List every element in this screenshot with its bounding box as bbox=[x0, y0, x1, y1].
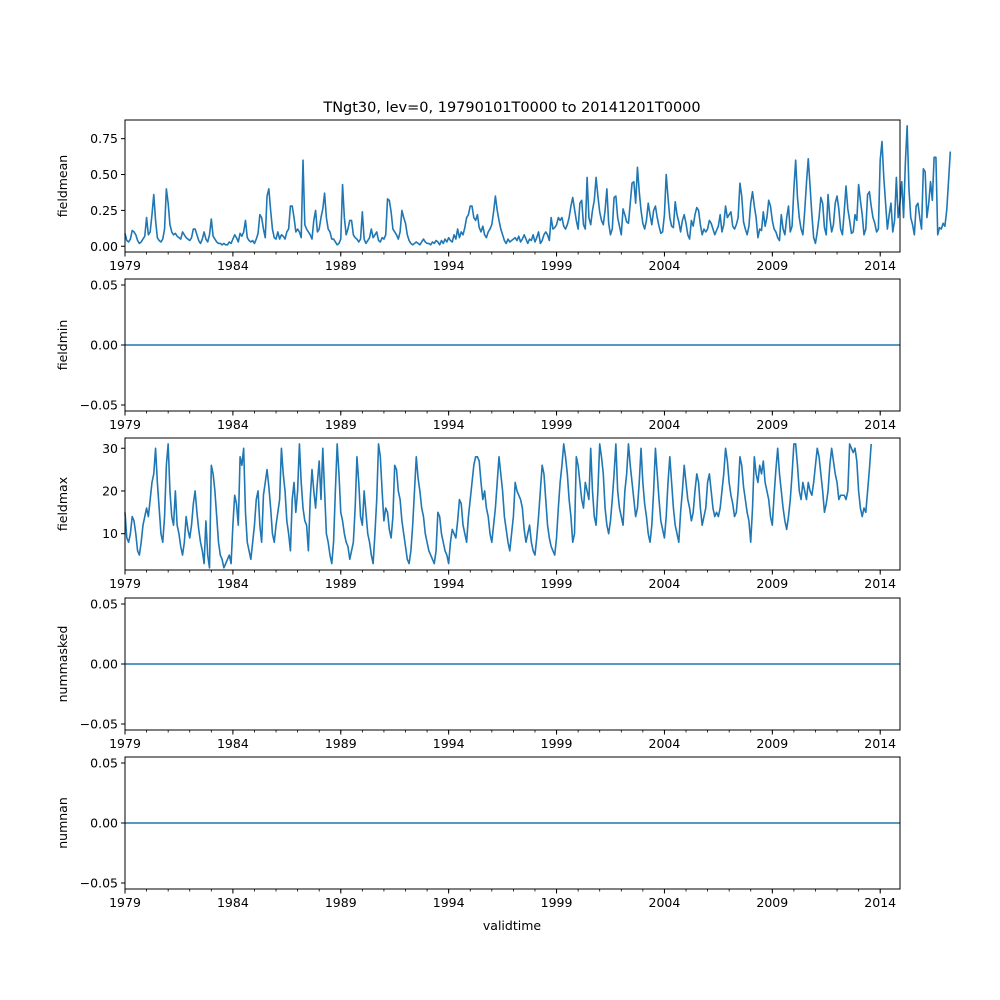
nummasked-x-tick-label: 2009 bbox=[756, 736, 788, 751]
fieldmax-y-tick-label: 30 bbox=[102, 441, 118, 456]
fieldmax-y-tick-label: 10 bbox=[102, 526, 118, 541]
fieldmax-x-tick-label: 2014 bbox=[864, 576, 896, 591]
nummasked-x-tick-label: 2004 bbox=[649, 736, 681, 751]
numnan-x-tick-label: 1999 bbox=[541, 895, 573, 910]
fieldmin-x-tick-label: 2014 bbox=[864, 417, 896, 432]
fieldmax-panel: 10 20 30 1979 1984 1989 1994 1999 2004 2009 2014 fi… bbox=[55, 437, 901, 591]
fieldmean-y-tick-label: 0.75 bbox=[90, 131, 118, 146]
fieldmin-y-tick-label: 0.05 bbox=[90, 278, 118, 293]
fieldmin-x-tick-label: 2004 bbox=[649, 417, 681, 432]
fieldmean-y-axis-label: fieldmean bbox=[55, 155, 70, 217]
nummasked-y-tick-label: 0.05 bbox=[90, 597, 118, 612]
numnan-x-tick-label: 1984 bbox=[217, 895, 249, 910]
numnan-x-tick-label: 1979 bbox=[109, 895, 141, 910]
fieldmean-x-tick-label: 1999 bbox=[541, 258, 573, 273]
fieldmax-x-tick-label: 1984 bbox=[217, 576, 249, 591]
fieldmax-series-line bbox=[124, 443, 872, 569]
fieldmax-axes-frame bbox=[124, 437, 901, 571]
nummasked-y-tick-label: 0.00 bbox=[90, 657, 118, 672]
fieldmean-y-tick-label: 0.00 bbox=[90, 239, 118, 254]
fieldmax-x-tick-label: 2009 bbox=[756, 576, 788, 591]
fieldmean-x-tick-label: 1979 bbox=[109, 258, 141, 273]
fieldmean-y-tick-label: 0.25 bbox=[90, 203, 118, 218]
nummasked-x-tick-label: 2014 bbox=[864, 736, 896, 751]
x-axis-label: validtime bbox=[483, 918, 541, 933]
fieldmax-x-tick-label: 1994 bbox=[433, 576, 465, 591]
fieldmin-x-tick-label: 2009 bbox=[756, 417, 788, 432]
numnan-y-tick-label: 0.05 bbox=[90, 756, 118, 771]
fieldmean-x-tick-label: 1989 bbox=[325, 258, 357, 273]
fieldmean-x-tick-label: 2009 bbox=[756, 258, 788, 273]
fieldmin-y-tick-label: −0.05 bbox=[80, 398, 118, 413]
chart-title: TNgt30, lev=0, 19790101T0000 to 20141201… bbox=[322, 100, 700, 116]
fieldmin-x-tick-label: 1979 bbox=[109, 417, 141, 432]
nummasked-x-tick-label: 1994 bbox=[433, 736, 465, 751]
fieldmean-y-tick-label: 0.50 bbox=[90, 167, 118, 182]
numnan-y-tick-label: 0.00 bbox=[90, 816, 118, 831]
panels: 0.00 0.25 0.50 0.75 1979 1984 1989 1994 1999 2004… bbox=[55, 119, 952, 910]
nummasked-y-axis-label: nummasked bbox=[55, 626, 70, 703]
fieldmax-y-axis-label: fieldmax bbox=[55, 477, 70, 531]
fieldmax-x-tick-label: 1979 bbox=[109, 576, 141, 591]
fieldmin-y-tick-label: 0.00 bbox=[90, 338, 118, 353]
nummasked-x-tick-label: 1979 bbox=[109, 736, 141, 751]
fieldmax-x-tick-label: 1999 bbox=[541, 576, 573, 591]
numnan-x-tick-label: 2014 bbox=[864, 895, 896, 910]
fieldmax-y-tick-label: 20 bbox=[102, 483, 118, 498]
numnan-x-tick-label: 2004 bbox=[649, 895, 681, 910]
nummasked-y-tick-label: −0.05 bbox=[80, 717, 118, 732]
fieldmax-x-tick-label: 1989 bbox=[325, 576, 357, 591]
fieldmin-y-axis-label: fieldmin bbox=[55, 320, 70, 371]
nummasked-x-tick-label: 1984 bbox=[217, 736, 249, 751]
fieldmean-panel: 0.00 0.25 0.50 0.75 1979 1984 1989 1994 1999 2004… bbox=[55, 119, 952, 273]
nummasked-x-tick-label: 1989 bbox=[325, 736, 357, 751]
fieldmean-series-line bbox=[124, 124, 952, 246]
fieldmean-x-tick-label: 2014 bbox=[864, 258, 896, 273]
fieldmin-x-tick-label: 1984 bbox=[217, 417, 249, 432]
fieldmax-x-tick-label: 2004 bbox=[649, 576, 681, 591]
fieldmean-x-tick-label: 2004 bbox=[649, 258, 681, 273]
numnan-x-tick-label: 2009 bbox=[756, 895, 788, 910]
numnan-y-axis-label: numnan bbox=[55, 797, 70, 849]
numnan-panel: −0.05 0.00 0.05 1979 1984 1989 1994 1999 2004 200… bbox=[55, 756, 901, 910]
nummasked-panel: −0.05 0.00 0.05 1979 1984 1989 1994 1999 2004 200… bbox=[55, 597, 901, 751]
fieldmin-panel: −0.05 0.00 0.05 1979 1984 1989 1994 1999 2004 200… bbox=[55, 278, 901, 432]
fieldmean-x-tick-label: 1994 bbox=[433, 258, 465, 273]
fieldmean-x-tick-label: 1984 bbox=[217, 258, 249, 273]
numnan-x-tick-label: 1989 bbox=[325, 895, 357, 910]
fieldmin-x-tick-label: 1999 bbox=[541, 417, 573, 432]
numnan-x-tick-label: 1994 bbox=[433, 895, 465, 910]
numnan-y-tick-label: −0.05 bbox=[80, 876, 118, 891]
fieldmin-x-tick-label: 1994 bbox=[433, 417, 465, 432]
fieldmin-x-tick-label: 1989 bbox=[325, 417, 357, 432]
nummasked-x-tick-label: 1999 bbox=[541, 736, 573, 751]
fieldmean-axes-frame bbox=[124, 119, 901, 253]
